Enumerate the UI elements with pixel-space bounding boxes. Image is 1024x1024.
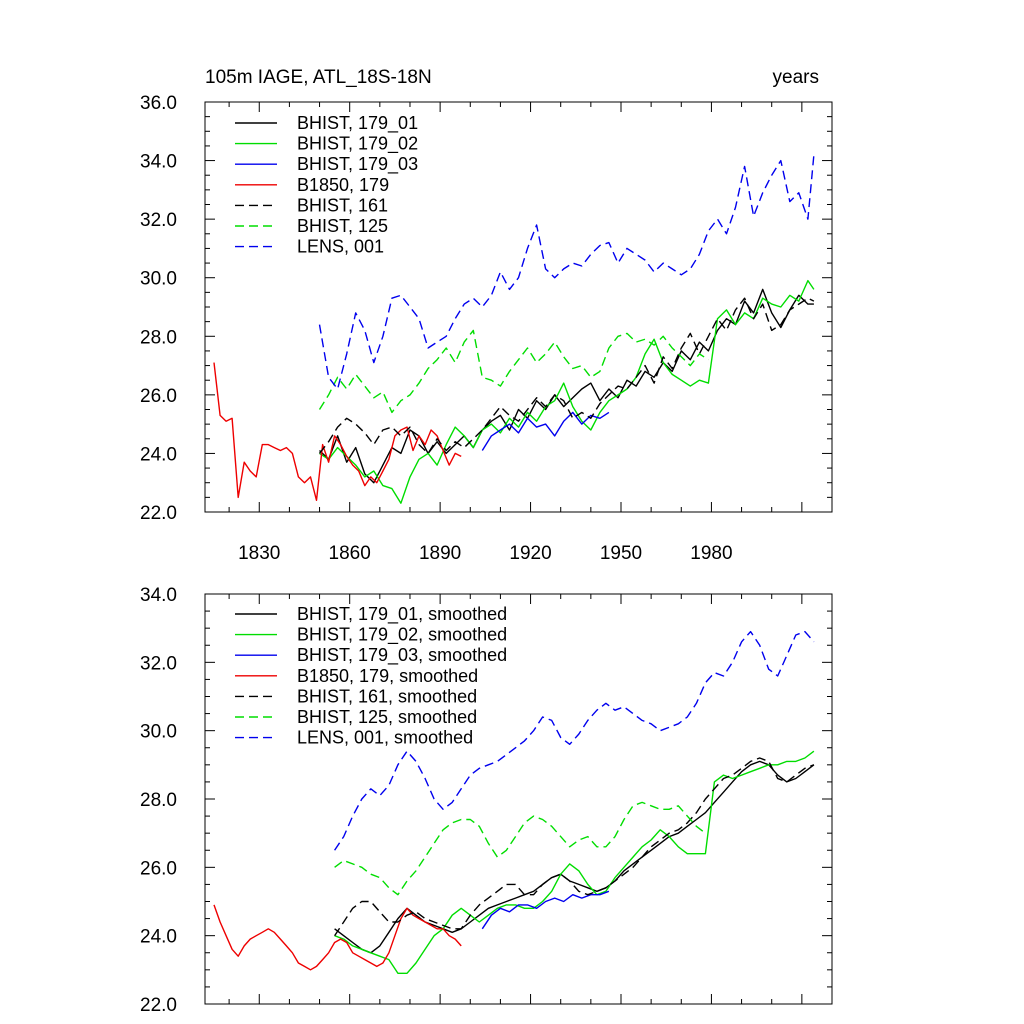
y-tick-label: 24.0 [140, 444, 177, 465]
x-tick-label: 1830 [238, 543, 280, 564]
legend-label: BHIST, 179_03, smoothed [297, 645, 507, 666]
chart-title: 105m IAGE, ATL_18S-18N [205, 67, 432, 88]
series-line [318, 154, 815, 390]
series-line [334, 750, 815, 974]
y-tick-label: 30.0 [140, 722, 177, 743]
y-tick-label: 36.0 [140, 93, 177, 114]
series-line [213, 362, 462, 501]
series-line [481, 890, 610, 930]
y-tick-label: 34.0 [140, 585, 177, 606]
chart-units: years [773, 67, 819, 88]
y-tick-label: 28.0 [140, 327, 177, 348]
series-line [481, 411, 610, 451]
y-tick-label: 22.0 [140, 503, 177, 524]
legend-label: B1850, 179 [297, 175, 389, 195]
legend-label: BHIST, 179_02, smoothed [297, 625, 507, 646]
legend-label: BHIST, 125, smoothed [297, 707, 477, 727]
y-tick-label: 32.0 [140, 653, 177, 674]
y-tick-label: 34.0 [140, 152, 177, 173]
series-line [319, 288, 814, 484]
y-tick-label: 26.0 [140, 386, 177, 407]
legend-label: BHIST, 161 [297, 195, 388, 215]
legend-label: BHIST, 179_03 [297, 154, 418, 175]
series-line [334, 630, 815, 851]
series-line [319, 279, 815, 504]
legend-label: BHIST, 161, smoothed [297, 686, 477, 706]
legend-label: B1850, 179, smoothed [297, 666, 478, 686]
x-tick-label: 1920 [509, 543, 551, 564]
y-tick-label: 28.0 [140, 790, 177, 811]
series-line [334, 801, 706, 896]
legend-label: BHIST, 179_02 [297, 134, 418, 155]
series-line [334, 757, 815, 937]
legend-label: LENS, 001, smoothed [297, 728, 473, 748]
y-tick-label: 30.0 [140, 269, 177, 290]
x-tick-label: 1980 [690, 543, 732, 564]
series-line [318, 297, 815, 455]
legend-label: BHIST, 179_01 [297, 113, 418, 134]
legend-label: BHIST, 179_01, smoothed [297, 604, 507, 625]
x-tick-label: 1950 [600, 543, 642, 564]
y-tick-label: 22.0 [140, 995, 177, 1016]
series-line [318, 329, 709, 414]
series-line [213, 904, 462, 971]
x-tick-label: 1890 [419, 543, 461, 564]
x-tick-label: 1860 [329, 543, 371, 564]
series-line [334, 760, 815, 954]
chart-panel-bottom: 22.0 24.0 26.0 28.0 30.0 32.0 34.0 BHIST, 179_0… [140, 585, 833, 1016]
y-tick-label: 26.0 [140, 858, 177, 879]
legend-label: LENS, 001 [297, 237, 384, 257]
y-tick-label: 32.0 [140, 210, 177, 231]
chart-panel-top: 105m IAGE, ATL_18S-18N years 22.0 24.0 26.… [140, 67, 833, 564]
legend-label: BHIST, 125 [297, 216, 388, 236]
y-tick-label: 24.0 [140, 927, 177, 948]
